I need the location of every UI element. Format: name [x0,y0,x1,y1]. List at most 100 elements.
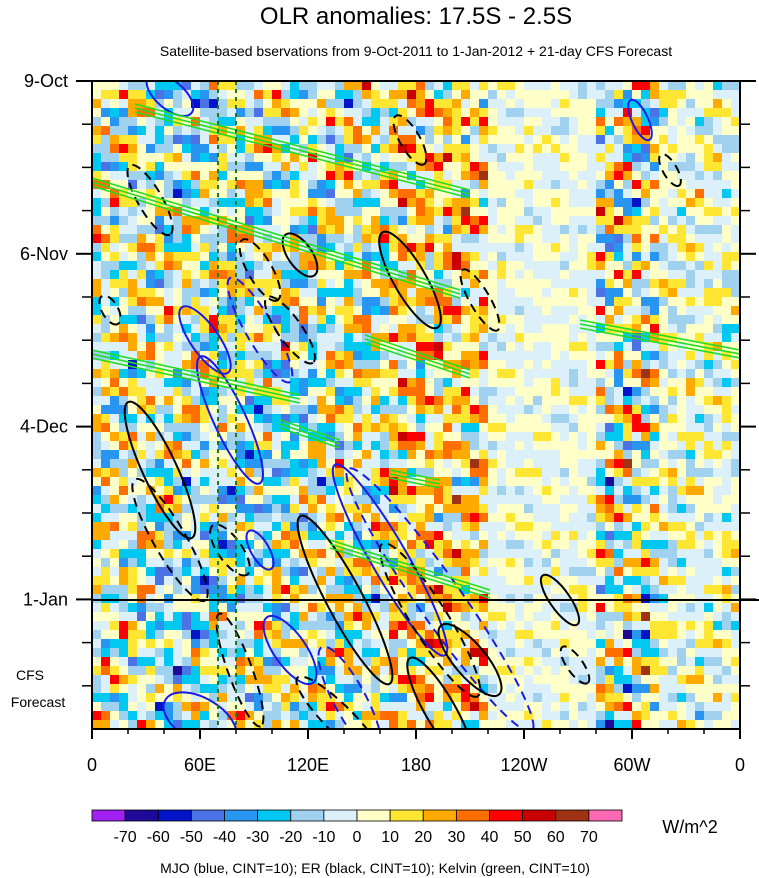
olr-cell [551,684,561,694]
olr-cell [290,504,300,514]
olr-cell [344,198,354,208]
olr-cell [623,117,633,127]
olr-cell [452,225,462,235]
olr-cell [92,252,102,262]
olr-cell [605,126,615,136]
olr-cell [722,225,732,235]
olr-cell [614,558,624,568]
olr-cell [380,189,390,199]
olr-cell [407,657,417,667]
olr-cell [434,189,444,199]
olr-cell [614,162,624,172]
olr-cell [128,234,138,244]
olr-cell [128,684,138,694]
olr-cell [416,99,426,109]
olr-cell [353,135,363,145]
olr-cell [650,504,660,514]
olr-cell [371,612,381,622]
olr-cell [137,630,147,640]
olr-cell [299,342,309,352]
olr-cell [317,171,327,181]
olr-cell [416,297,426,307]
olr-cell [290,540,300,550]
olr-cell [569,630,579,640]
olr-cell [452,270,462,280]
olr-cell [434,324,444,334]
olr-cell [497,324,507,334]
olr-cell [470,648,480,658]
olr-cell [128,207,138,217]
olr-cell [317,549,327,559]
olr-cell [191,189,201,199]
olr-cell [596,315,606,325]
olr-cell [416,81,426,91]
olr-cell [614,234,624,244]
olr-cell [398,477,408,487]
olr-cell [137,288,147,298]
olr-cell [569,144,579,154]
olr-cell [245,432,255,442]
olr-cell [569,405,579,415]
olr-cell [209,297,219,307]
olr-cell [542,108,552,118]
olr-cell [533,315,543,325]
olr-cell [506,612,516,622]
olr-cell [254,144,264,154]
olr-cell [335,243,345,253]
olr-cell [308,612,318,622]
olr-cell [380,207,390,217]
olr-cell [119,198,129,208]
olr-cell [245,630,255,640]
olr-cell [290,90,300,100]
olr-cell [119,162,129,172]
olr-cell [524,279,534,289]
olr-cell [299,567,309,577]
olr-cell [614,108,624,118]
olr-cell [551,189,561,199]
olr-cell [272,207,282,217]
olr-cell [650,666,660,676]
olr-cell [254,693,264,703]
olr-cell [299,153,309,163]
olr-cell [272,657,282,667]
olr-cell [443,432,453,442]
olr-cell [569,243,579,253]
olr-cell [470,414,480,424]
olr-cell [173,270,183,280]
olr-cell [641,342,651,352]
olr-cell [110,225,120,235]
olr-cell [506,495,516,505]
olr-cell [452,252,462,262]
olr-cell [416,288,426,298]
olr-cell [488,612,498,622]
olr-cell [677,603,687,613]
olr-cell [173,630,183,640]
olr-cell [623,144,633,154]
olr-cell [92,684,102,694]
olr-cell [236,360,246,370]
olr-cell [722,387,732,397]
olr-cell [695,207,705,217]
olr-cell [632,333,642,343]
olr-cell [335,531,345,541]
olr-cell [533,117,543,127]
olr-cell [335,567,345,577]
olr-cell [245,594,255,604]
olr-cell [227,585,237,595]
olr-cell [479,198,489,208]
olr-cell [560,540,570,550]
olr-cell [407,612,417,622]
olr-cell [515,216,525,226]
olr-cell [686,360,696,370]
olr-cell [452,585,462,595]
olr-cell [470,81,480,91]
olr-cell [164,306,174,316]
olr-cell [137,585,147,595]
olr-cell [335,576,345,586]
olr-cell [191,117,201,127]
olr-cell [641,441,651,451]
olr-cell [191,81,201,91]
olr-cell [92,144,102,154]
olr-cell [704,342,714,352]
olr-cell [659,324,669,334]
